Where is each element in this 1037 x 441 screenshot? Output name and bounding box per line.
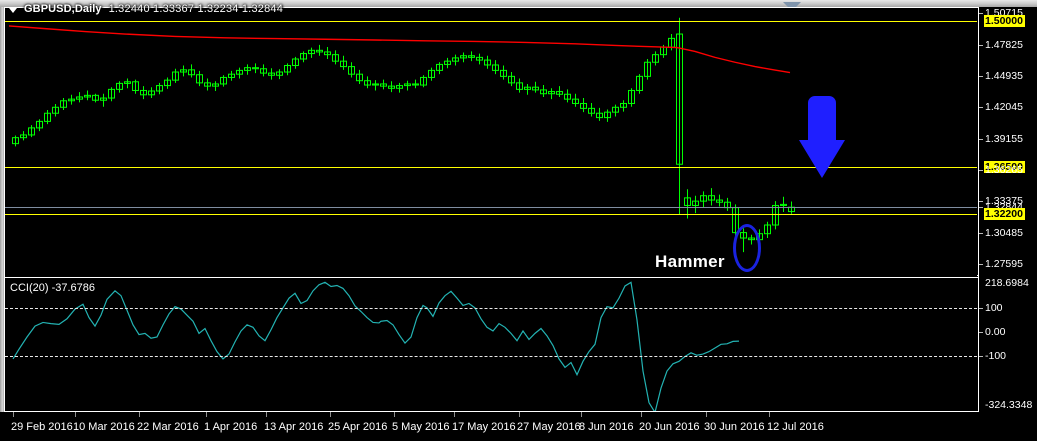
price-axis-tick: [979, 107, 983, 109]
chart-frame-right: [978, 7, 979, 412]
price-axis[interactable]: 1.50715 1.50000 1.47825 1.44935 1.42045 1.391…: [979, 7, 1037, 412]
price-axis-tick: [979, 201, 983, 203]
price-axis-tick: [979, 170, 983, 172]
cci-line-plot: [12, 281, 740, 411]
pane-divider-top: [4, 7, 979, 8]
price-axis-label: 1.27595: [985, 258, 1023, 271]
date-axis-tick: [641, 412, 642, 417]
ohlc-values: 1.32440 1.33367 1.32234 1.32844: [108, 3, 284, 15]
date-axis-tick: [206, 412, 207, 417]
cci-axis-label: 0.00: [985, 326, 1006, 339]
hammer-highlight-ellipse: [733, 224, 761, 272]
cci-axis-tick: [979, 307, 983, 309]
date-axis-tick: [454, 412, 455, 417]
price-axis-tick: [979, 264, 983, 266]
cci-level-overbought: [5, 307, 977, 309]
quote-bar: GBPUSD,Daily 1.32440 1.33367 1.32234 1.3…: [9, 2, 283, 16]
date-axis-tick: [394, 412, 395, 417]
cci-axis-label: 100: [985, 301, 1003, 314]
date-axis-tick: [330, 412, 331, 417]
price-axis-label: 1.32200: [984, 208, 1025, 221]
price-axis-tick: [979, 207, 983, 209]
level-line-support-minor: [5, 214, 977, 216]
date-axis-label: 29 Feb 2016: [11, 421, 73, 433]
price-axis-label: 1.47825: [985, 38, 1023, 51]
date-axis-label: 20 Jun 2016: [639, 421, 700, 433]
candlestick-plot: [8, 17, 795, 253]
cci-indicator-pane[interactable]: [5, 279, 977, 411]
date-axis-label: 8 Jun 2016: [579, 421, 634, 433]
date-axis-tick: [266, 412, 267, 417]
price-axis-label: 1.30485: [985, 226, 1023, 239]
cci-axis-tick: [979, 356, 983, 358]
price-axis-tick: [979, 44, 983, 46]
price-axis-tick: [979, 75, 983, 77]
date-axis-label: 5 May 2016: [392, 421, 450, 433]
date-axis-tick: [519, 412, 520, 417]
cursor-price-line: [5, 207, 977, 209]
cci-level-lines: [5, 0, 977, 441]
price-axis-label: 1.42045: [985, 101, 1023, 114]
price-axis-label: 1.36500: [984, 161, 1025, 174]
date-axis-label: 25 Apr 2016: [328, 421, 388, 433]
date-axis-tick: [75, 412, 76, 417]
pane-divider-middle-lower: [4, 277, 979, 278]
chevron-down-icon[interactable]: [9, 7, 17, 13]
chart-frame-left: [4, 7, 5, 412]
pane-divider-bottom: [4, 411, 979, 412]
symbol-label: GBPUSD,Daily: [24, 3, 102, 15]
price-axis-label: 1.50000: [984, 15, 1025, 28]
date-axis-label: 22 Mar 2016: [137, 421, 199, 433]
cci-axis-label: -324.3348: [985, 399, 1033, 411]
cci-axis-label: 218.6984: [985, 277, 1029, 289]
level-line-support-major: [5, 167, 977, 169]
price-axis-tick: [979, 232, 983, 234]
cci-indicator-label: CCI(20) -37.6786: [10, 282, 95, 294]
price-axis-label: 1.39155: [985, 132, 1023, 145]
date-axis-tick: [139, 412, 140, 417]
date-axis-label: 10 Mar 2016: [73, 421, 135, 433]
hammer-annotation-label: Hammer: [655, 252, 725, 271]
down-arrow-annotation: [798, 94, 846, 180]
price-level-lines: [5, 0, 977, 441]
level-line-resistance: [5, 21, 977, 23]
date-axis-tick: [13, 412, 14, 417]
date-axis-tick: [706, 412, 707, 417]
date-axis-label: 17 May 2016: [452, 421, 516, 433]
price-axis-tick: [979, 13, 983, 15]
price-axis-label: 1.44935: [985, 69, 1023, 82]
price-axis-tick: [979, 138, 983, 140]
cci-name: CCI(20): [10, 282, 49, 294]
date-axis-label: 13 Apr 2016: [264, 421, 324, 433]
date-axis-label: 30 Jun 2016: [704, 421, 765, 433]
date-axis-tick: [581, 412, 582, 417]
cci-value: -37.6786: [51, 282, 96, 294]
price-axis-label: 1.36265: [985, 164, 1023, 177]
left-scroll-rail[interactable]: [0, 7, 5, 441]
date-axis-tick: [769, 412, 770, 417]
price-axis-label: 1.33375: [985, 195, 1023, 208]
date-axis-label: 27 May 2016: [517, 421, 581, 433]
cci-level-oversold: [5, 356, 977, 358]
chevron-down-marker-icon: [783, 2, 801, 11]
date-axis[interactable]: 29 Feb 2016 10 Mar 2016 22 Mar 2016 1 Apr 2…: [0, 412, 1037, 441]
date-axis-label: 12 Jul 2016: [767, 421, 824, 433]
date-axis-label: 1 Apr 2016: [204, 421, 258, 433]
cci-axis-tick: [979, 332, 983, 334]
cci-axis-label: -100: [985, 350, 1007, 363]
